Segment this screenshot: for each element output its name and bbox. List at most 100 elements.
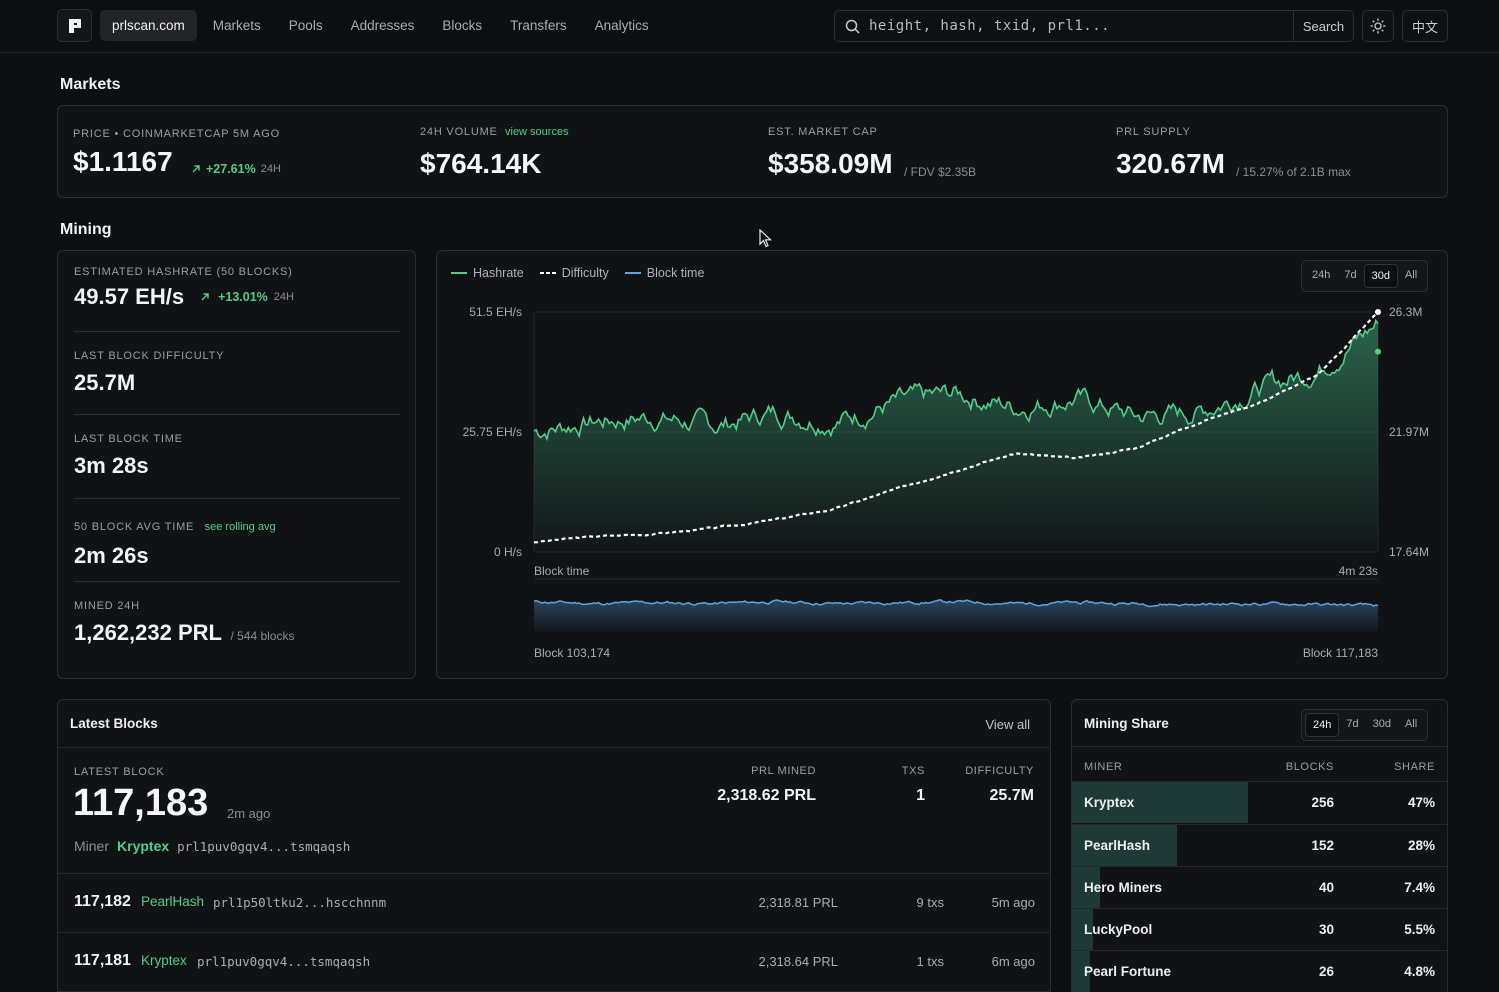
chart-range-all[interactable]: All [1404,269,1418,281]
mining-share-row[interactable]: Hero Miners 40 7.4% [1072,866,1447,908]
top-navigation-bar: prlscan.com Markets Pools Addresses Bloc… [0,0,1499,53]
nav-item-addresses[interactable]: Addresses [350,18,415,33]
difficulty-series-line [534,311,1379,544]
block-age: 6m ago [991,954,1035,969]
prl-logo-icon [68,18,81,33]
rolling-avg-link[interactable]: see rolling avg [204,521,276,533]
miner-link[interactable]: Kryptex [117,838,170,854]
nav-item-analytics[interactable]: Analytics [594,18,649,33]
price-change-period: 24H [260,163,281,175]
latest-blocks-title: Latest Blocks [70,716,158,731]
mining-share-row[interactable]: PearlHash 152 28% [1072,824,1447,866]
mouse-cursor-icon [759,229,773,248]
mining-share-row[interactable]: Pearl Fortune 26 4.8% [1072,950,1447,992]
block-txs: 9 txs [916,895,944,910]
mined-blocks-note: / 544 blocks [230,629,295,643]
market-cap-value: $358.09M [768,148,893,179]
miner-blocks: 40 [1318,880,1334,895]
legend-hashrate-label: Hashrate [473,266,524,280]
block-row[interactable]: 117,182 PearlHash prl1p50ltku2...hscchnn… [58,874,1051,932]
avg-time-label: 50 BLOCK AVG TIME [74,521,195,533]
nav-item-pools[interactable]: Pools [288,18,323,33]
legend-difficulty[interactable]: Difficulty [539,266,609,280]
miner-share: 47% [1407,795,1435,810]
market-cap-label: EST. MARKET CAP [768,126,878,138]
nav-item-markets[interactable]: Markets [212,18,261,33]
search-input[interactable] [869,11,1293,41]
main-nav: prlscan.com Markets Pools Addresses Bloc… [100,10,665,41]
search-box: Search [834,10,1354,42]
miner-address[interactable]: prl1puv0gqv4...tsmqaqsh [177,838,351,854]
share-range-30d[interactable]: 30d [1372,718,1391,730]
volume-value: $764.14K [420,148,542,179]
divider [58,932,1051,933]
language-button[interactable]: 中文 [1402,10,1448,42]
share-range-all[interactable]: All [1404,718,1418,730]
nav-item-blocks[interactable]: Blocks [442,18,483,33]
hashrate-label: ESTIMATED HASHRATE (50 BLOCKS) [74,266,293,278]
legend-hashrate[interactable]: Hashrate [451,266,524,280]
y-right-tick: 26.3M [1389,305,1422,319]
nav-item-transfers[interactable]: Transfers [510,18,567,33]
logo[interactable] [57,9,92,42]
sun-icon [1370,18,1386,34]
difficulty-label: DIFFICULTY [965,765,1034,777]
chart-range-7d[interactable]: 7d [1344,269,1357,281]
miner-share: 5.5% [1404,922,1435,937]
theme-toggle-button[interactable] [1362,10,1394,42]
hashrate-change: +13.01% [218,290,268,304]
miner-address[interactable]: prl1p50ltku2...hscchnnm [213,895,387,910]
share-range-7d[interactable]: 7d [1346,718,1359,730]
legend-difficulty-label: Difficulty [561,266,609,280]
block-amount: 2,318.81 PRL [758,895,838,910]
latest-block-height[interactable]: 117,183 [73,782,209,824]
miner-name[interactable]: PearlHash [1084,838,1151,853]
miner-name[interactable]: Hero Miners [1084,880,1163,895]
block-height[interactable]: 117,181 [74,952,131,969]
hashrate-end-point [1375,348,1381,355]
share-range-24h[interactable]: 24h [1305,713,1340,737]
latest-block-age: 2m ago [227,806,271,821]
mining-chart[interactable]: 51.5 EH/s 25.75 EH/s 0 H/s 26.3M 21.97M … [437,251,1447,678]
miner-name[interactable]: Pearl Fortune [1084,964,1172,979]
legend-block-time[interactable]: Block time [624,266,704,280]
share-range-selector: 24h 7d 30d All [1301,709,1429,741]
price-value: $1.1167 [73,146,173,177]
mining-share-row[interactable]: Kryptex 256 47% [1072,781,1447,823]
mining-heading: Mining [60,221,112,238]
miner-link[interactable]: PearlHash [141,894,205,909]
hashrate-value: 49.57 EH/s [74,284,185,309]
share-bar [1072,867,1100,908]
arrow-up-right-icon [201,293,209,301]
chart-range-24h[interactable]: 24h [1312,269,1331,281]
fdv-note: / FDV $2.35B [904,165,977,179]
x-start-label: Block 103,174 [534,646,610,660]
chart-range-30d[interactable]: 30d [1363,264,1398,288]
y-left-tick: 25.75 EH/s [463,425,522,439]
block-row[interactable]: 117,181 Kryptex prl1puv0gqv4...tsmqaqsh … [58,933,1051,991]
price-change: +27.61% 24H [191,162,281,176]
txs-label: TXS [901,765,925,777]
miner-name[interactable]: Kryptex [1084,795,1135,810]
y-left-tick: 51.5 EH/s [469,305,522,319]
view-sources-link[interactable]: view sources [505,126,569,138]
nav-brand-home[interactable]: prlscan.com [100,10,197,41]
miner-address[interactable]: prl1puv0gqv4...tsmqaqsh [197,954,371,969]
miner-link[interactable]: Kryptex [141,953,187,968]
miner-name[interactable]: LuckyPool [1084,922,1153,937]
share-bar [1072,909,1093,950]
hashrate-stat: ESTIMATED HASHRATE (50 BLOCKS) 49.57 EH/… [74,266,400,310]
share-bar [1072,825,1177,866]
mining-share-title: Mining Share [1084,716,1169,731]
latest-block-label: LATEST BLOCK [74,766,165,778]
mining-share-row[interactable]: LuckyPool 30 5.5% [1072,908,1447,950]
arrow-up-right-icon [192,165,200,173]
supply-label: PRL SUPPLY [1116,126,1191,138]
block-time-series-line [533,599,1379,608]
avg-time-stat: 50 BLOCK AVG TIME see rolling avg 2m 26s [74,517,400,569]
divider [74,581,400,582]
block-height[interactable]: 117,182 [74,893,131,910]
view-all-link[interactable]: View all [985,717,1030,732]
search-button[interactable]: Search [1293,11,1353,41]
block-age: 5m ago [991,895,1035,910]
